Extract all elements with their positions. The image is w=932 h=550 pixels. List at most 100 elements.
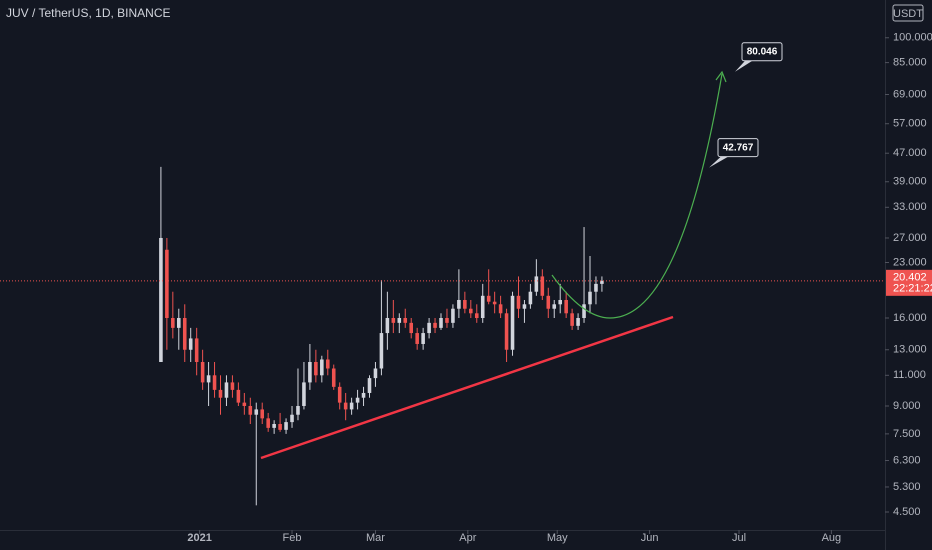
y-tick-label: 4.500 (893, 506, 921, 518)
currency-label[interactable]: USDT (893, 8, 923, 20)
candle-body (260, 409, 265, 419)
y-tick-label: 69.000 (893, 88, 927, 100)
candle-body (433, 322, 437, 328)
y-tick-label: 27.000 (893, 232, 927, 244)
y-tick-label: 47.000 (893, 147, 927, 159)
candle-body (188, 338, 193, 350)
y-tick-label: 23.000 (893, 256, 927, 268)
candle-body (486, 295, 491, 302)
y-tick-label: 7.500 (893, 428, 921, 440)
candle-body (218, 389, 223, 398)
candle-body (379, 333, 384, 369)
candle-body (367, 378, 372, 393)
projection-curve[interactable] (551, 73, 723, 319)
candle-body (558, 299, 562, 305)
y-tick-label: 6.300 (893, 454, 921, 466)
y-tick-label: 16.000 (893, 312, 927, 324)
candle-body (463, 299, 467, 309)
candle-body (206, 375, 211, 383)
x-tick-label: May (547, 532, 568, 544)
candle-body (451, 308, 455, 323)
candle-body (445, 318, 449, 323)
candle-body (480, 295, 485, 318)
candle-body (266, 418, 270, 428)
last-price-box (886, 269, 932, 296)
candle-body (391, 318, 396, 323)
callout-pointer (709, 155, 730, 168)
y-tick-label: 85.000 (893, 57, 927, 69)
candle-body (308, 361, 312, 383)
candle-body (469, 308, 473, 314)
candle-body (325, 359, 330, 369)
candle-body (588, 291, 592, 305)
candle-body (242, 402, 247, 406)
candle-body (230, 382, 235, 390)
x-tick-label: Mar (366, 532, 385, 544)
candle-body (403, 318, 408, 323)
last-price-label: 20.402 (893, 272, 927, 284)
y-tick-label: 33.000 (893, 201, 927, 213)
candle-body (272, 424, 276, 428)
candles (159, 166, 604, 506)
candle-body (343, 402, 348, 410)
candle-body (540, 276, 545, 296)
candle-body (171, 318, 175, 328)
candle-body (564, 299, 568, 314)
y-tick-label: 100.000 (893, 32, 932, 44)
candle-body (570, 313, 574, 326)
x-tick-label: Aug (822, 532, 842, 544)
y-tick-label: 13.000 (893, 344, 927, 356)
candle-body (314, 361, 318, 376)
x-tick-label: Feb (283, 532, 302, 544)
x-tick-label: Jul (732, 532, 746, 544)
candle-body (439, 318, 443, 328)
candle-body (600, 280, 604, 284)
x-tick-label: Jun (641, 532, 659, 544)
candle-body (248, 405, 253, 415)
candle-body (337, 386, 342, 403)
candle-body (409, 322, 413, 334)
candle-body (165, 249, 169, 318)
callout-box (741, 42, 783, 62)
countdown-label: 22:21:22 (893, 283, 932, 295)
candle-body (361, 392, 366, 398)
candle-body (397, 318, 402, 323)
candle-body (349, 402, 354, 410)
trend-line[interactable] (260, 315, 674, 460)
candle-body (474, 313, 479, 318)
candle-body (159, 237, 163, 362)
x-tick-label: 2021 (187, 532, 211, 544)
callout-box (717, 138, 759, 158)
y-tick-label: 11.000 (893, 369, 926, 381)
candle-body (427, 322, 431, 334)
candle-body (385, 318, 390, 334)
candle-body (510, 295, 515, 350)
candle-body (236, 389, 241, 403)
projection-arrow[interactable] (715, 70, 727, 83)
candle-body (504, 313, 509, 350)
candle-body (302, 382, 306, 406)
candle-body (522, 304, 527, 309)
candle-body (200, 361, 205, 383)
candle-body (373, 368, 378, 379)
candle-body (177, 318, 181, 328)
candle-body (182, 318, 187, 350)
candle-body (284, 422, 288, 430)
candle-body (457, 299, 461, 309)
candle-body (278, 424, 282, 430)
candle-body (528, 291, 533, 305)
candle-body (492, 301, 497, 305)
y-tick-label: 57.000 (893, 118, 927, 130)
callout-pointer (735, 59, 754, 72)
candle-body (331, 368, 336, 387)
currency-box[interactable] (892, 4, 924, 22)
candle-body (582, 304, 586, 318)
candle-body (546, 295, 551, 309)
candle-body (296, 405, 300, 415)
candle-body (594, 283, 598, 292)
y-tick-label: 39.000 (893, 176, 927, 188)
candle-body (194, 338, 199, 362)
candle-body (415, 333, 419, 344)
